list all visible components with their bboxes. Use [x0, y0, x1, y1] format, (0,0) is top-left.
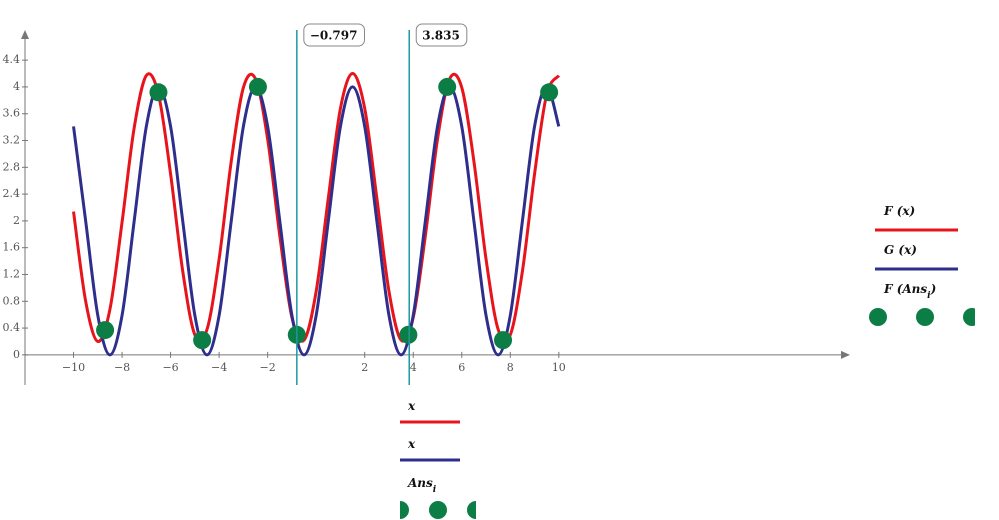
y-tick-label: 2.8	[3, 160, 21, 173]
series-line	[72, 85, 561, 357]
x-legend-swatch	[467, 501, 476, 519]
point	[248, 77, 267, 96]
y-tick-label: 4	[13, 80, 20, 93]
x-tick-label: 4	[410, 361, 417, 374]
x-axis-arrow	[841, 350, 850, 359]
y-tick-label: 0.4	[3, 321, 21, 334]
legend-label: F (Ansi)	[883, 282, 936, 301]
point	[96, 321, 115, 340]
point	[438, 77, 457, 96]
cursor-box	[303, 23, 365, 47]
x-legend-label: x	[407, 399, 416, 413]
legend-text-part: x	[407, 399, 416, 413]
x-tick-label: −8	[114, 361, 130, 374]
legend-label: F (x)	[883, 204, 915, 218]
legend-text-part: )	[930, 282, 937, 296]
series-line	[72, 72, 561, 343]
y-tick-label: 4.4	[3, 53, 21, 66]
legend-text-part: F (Ans	[883, 282, 927, 296]
cursor-label: −0.797	[303, 23, 365, 47]
legend-swatch	[869, 308, 887, 326]
y-tick-label: 1.6	[3, 241, 21, 254]
y-tick-label: 0.8	[3, 294, 21, 307]
x-legend-label: x	[407, 437, 416, 451]
x-tick-label: 8	[507, 361, 514, 374]
legend-label: G (x)	[884, 243, 917, 257]
point	[494, 331, 513, 350]
cursor-value: −0.797	[310, 29, 358, 43]
y-tick-label: 2	[13, 214, 20, 227]
x-tick-label: −6	[162, 361, 178, 374]
point	[399, 325, 418, 344]
cursor-box	[415, 23, 468, 47]
x-legend-swatch	[400, 501, 409, 519]
y-tick-label: 0	[13, 348, 20, 361]
legend-text-part: i	[433, 485, 437, 495]
y-tick-label: 1.2	[3, 267, 21, 280]
x-legend-swatch	[429, 501, 447, 519]
y-tick-label: 3.6	[3, 107, 21, 120]
y-tick-label: 2.4	[3, 187, 21, 200]
y-tick-label: 3.2	[3, 134, 21, 147]
legend: F (x) G (x) F (Ansi)	[869, 204, 975, 326]
cursor-value: 3.835	[422, 29, 460, 43]
cursor-label: 3.835	[415, 23, 468, 47]
x-tick-label: 2	[361, 361, 368, 374]
legend-text-part: x	[407, 437, 416, 451]
legend-text-part: Ans	[407, 476, 433, 490]
x-tick-label: −4	[211, 361, 227, 374]
point	[149, 83, 168, 102]
x-tick-label: −10	[62, 361, 85, 374]
x-tick-label: −2	[260, 361, 276, 374]
legend-swatch	[963, 308, 975, 326]
x-tick-label: 10	[552, 361, 566, 374]
x-tick-label: 6	[458, 361, 465, 374]
y-axis-arrow	[21, 30, 29, 39]
point	[540, 83, 559, 102]
legend-swatch	[916, 308, 934, 326]
x-legend: x x Ansi	[400, 399, 476, 519]
point	[193, 331, 212, 350]
legend-text-part: i	[927, 291, 931, 301]
x-legend-label: Ansi	[407, 476, 437, 495]
